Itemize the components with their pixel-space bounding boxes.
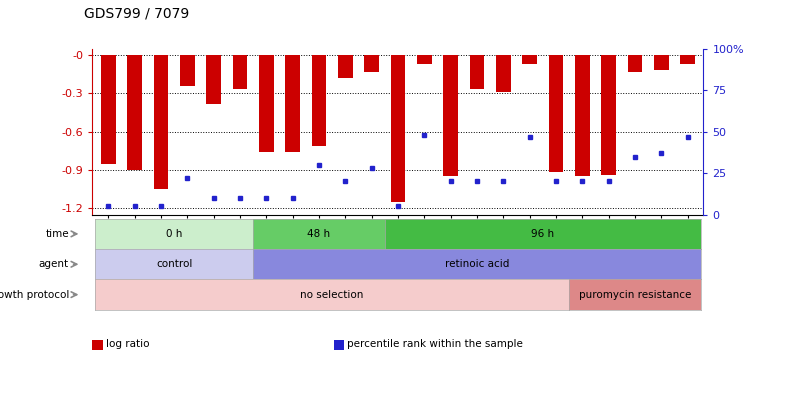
Bar xyxy=(495,55,510,92)
Bar xyxy=(390,55,405,202)
Bar xyxy=(364,55,378,72)
Bar xyxy=(206,55,221,104)
Bar xyxy=(679,55,694,64)
Text: puromycin resistance: puromycin resistance xyxy=(578,290,691,300)
Text: retinoic acid: retinoic acid xyxy=(444,259,508,269)
Text: percentile rank within the sample: percentile rank within the sample xyxy=(347,339,523,349)
Text: 96 h: 96 h xyxy=(531,229,554,239)
Text: 0 h: 0 h xyxy=(165,229,182,239)
Text: 48 h: 48 h xyxy=(307,229,330,239)
Text: growth protocol: growth protocol xyxy=(0,290,69,300)
Bar xyxy=(232,55,247,90)
Bar xyxy=(443,55,458,176)
Bar xyxy=(469,55,483,90)
Text: no selection: no selection xyxy=(300,290,364,300)
Bar xyxy=(654,55,668,70)
Bar xyxy=(627,55,642,72)
Bar xyxy=(417,55,431,64)
Bar xyxy=(180,55,194,85)
Bar xyxy=(312,55,326,146)
Bar xyxy=(153,55,168,189)
Bar xyxy=(259,55,273,152)
Bar xyxy=(548,55,563,173)
Text: GDS799 / 7079: GDS799 / 7079 xyxy=(84,6,190,20)
Bar xyxy=(601,55,615,175)
Bar xyxy=(337,55,352,78)
Text: time: time xyxy=(45,229,69,239)
Text: agent: agent xyxy=(39,259,69,269)
Text: control: control xyxy=(156,259,192,269)
Bar xyxy=(285,55,300,152)
Text: log ratio: log ratio xyxy=(106,339,149,349)
Bar xyxy=(522,55,536,64)
Bar xyxy=(127,55,141,170)
Bar xyxy=(101,55,116,164)
Bar xyxy=(574,55,589,176)
